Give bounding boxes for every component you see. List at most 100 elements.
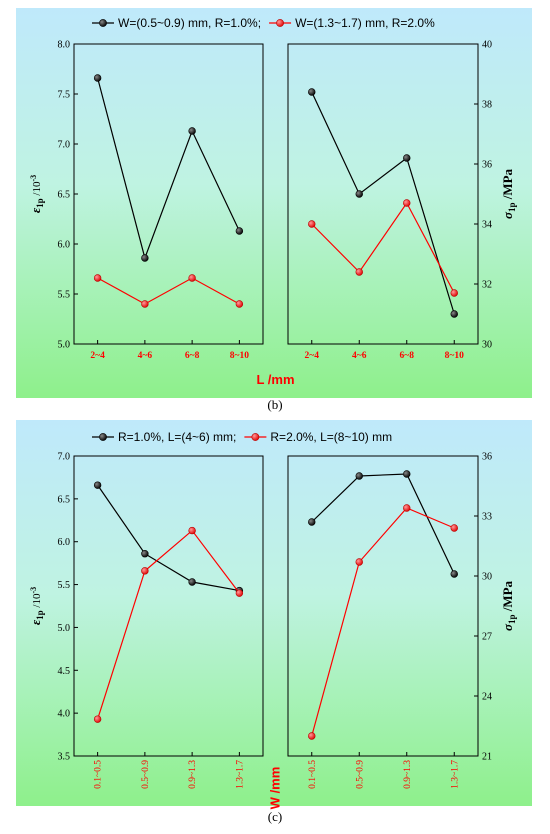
x-axis-label: W /mm [268, 767, 283, 810]
y-tick-label: 7.0 [58, 140, 71, 151]
left-panel: 5.0 5.5 6.0 6.5 7.0 7.5 8.0 2~4 4~6 6~8 8~10 ε1p /1… [28, 40, 264, 361]
data-point [188, 127, 196, 135]
plot-frame [287, 43, 479, 345]
y-tick-label: 3.5 [58, 752, 71, 763]
y-tick-label: 24 [482, 692, 492, 703]
right-panel: 30 32 34 36 38 40 2~4 4~6 6~8 8~10 σ1p /MPa [287, 40, 517, 361]
y-axis-label: σ1p /MPa [500, 168, 517, 219]
y-tick-label: 34 [482, 220, 492, 231]
x-tick-label: 0.5~0.9 [141, 760, 151, 789]
data-point [235, 589, 244, 597]
data-point [93, 715, 102, 723]
y-tick-label: 30 [482, 340, 492, 351]
x-tick-label: 6~8 [185, 351, 200, 361]
x-tick-label: 0.5~0.9 [355, 760, 365, 789]
data-point [403, 504, 411, 512]
data-point [93, 481, 102, 489]
data-point [235, 227, 244, 235]
data-point [355, 190, 363, 198]
legend-label: W=(0.5~0.9) mm, R=1.0%; [118, 16, 261, 30]
y-tick-label: 36 [482, 452, 492, 463]
x-tick-label: 1.3~1.7 [235, 760, 245, 789]
data-point [403, 199, 411, 207]
x-tick-label: 2~4 [305, 351, 320, 361]
y-tick-label: 6.5 [58, 190, 71, 201]
data-point [188, 578, 196, 586]
y-axis-label: ε1p /10-3 [28, 587, 45, 625]
x-tick-label: 1.3~1.7 [450, 760, 460, 789]
y-tick-label: 36 [482, 160, 492, 171]
y-tick-label: 5.5 [58, 290, 71, 301]
y-tick-label: 30 [482, 572, 492, 583]
chart-background [16, 8, 532, 398]
series-line [311, 507, 455, 737]
y-tick-label: 32 [482, 280, 492, 291]
x-tick-label: 2~4 [90, 351, 105, 361]
chart-b: W=(0.5~0.9) mm, R=1.0%; W=(1.3~1.7) mm, R… [28, 16, 517, 361]
x-tick-label: 0.1~0.5 [308, 760, 318, 789]
data-point [308, 220, 316, 228]
y-tick-label: 40 [482, 40, 492, 51]
data-point [403, 470, 411, 478]
series-line [97, 529, 240, 720]
x-axis-label: L /mm [256, 372, 294, 387]
data-point [93, 74, 102, 82]
legend: R=1.0%, L=(4~6) mm; R=2.0%, L=(8~10) mm [92, 430, 392, 444]
data-point [308, 518, 316, 526]
y-tick-label: 6.0 [58, 240, 71, 251]
chart-background [16, 420, 532, 806]
plot-frame [73, 455, 264, 757]
legend: W=(0.5~0.9) mm, R=1.0%; W=(1.3~1.7) mm, R… [92, 16, 435, 30]
legend-label: R=2.0%, L=(8~10) mm [270, 430, 392, 444]
data-point [235, 300, 244, 308]
left-panel: 3.5 4.0 4.5 5.0 5.5 6.0 6.5 7.0 0.1~0.5 0.5~0.9 0.… [28, 452, 264, 789]
series-line [97, 77, 240, 260]
data-point [188, 526, 196, 535]
x-tick-label: 6~8 [400, 351, 415, 361]
data-point [93, 274, 102, 282]
data-point [188, 274, 196, 282]
data-point [355, 268, 363, 276]
plot-frame [287, 455, 479, 757]
x-tick-label: 8~10 [445, 351, 464, 361]
y-tick-label: 8.0 [58, 40, 71, 51]
x-tick-label: 4~6 [352, 351, 367, 361]
y-tick-label: 4.5 [58, 666, 71, 677]
series-line [311, 91, 455, 315]
y-tick-label: 7.5 [58, 90, 71, 101]
data-point [355, 472, 363, 480]
y-tick-label: 21 [482, 752, 492, 763]
series-line [97, 277, 240, 305]
y-tick-label: 6.5 [58, 494, 71, 505]
y-tick-label: 4.0 [58, 709, 71, 720]
data-point [141, 254, 149, 262]
data-point [141, 550, 149, 558]
y-tick-label: 7.0 [58, 452, 71, 463]
data-point [450, 570, 458, 578]
y-tick-label: 5.5 [58, 580, 71, 591]
data-point [355, 558, 363, 566]
data-point [450, 310, 458, 318]
x-tick-label: 0.9~1.3 [403, 760, 413, 789]
figure-caption: (b) [267, 397, 282, 412]
data-point [141, 567, 149, 575]
x-tick-label: 0.9~1.3 [188, 760, 198, 789]
figure-caption: (c) [268, 809, 282, 824]
chart-c: R=1.0%, L=(4~6) mm; R=2.0%, L=(8~10) mm 3.… [28, 430, 517, 789]
y-tick-label: 38 [482, 100, 492, 111]
legend-marker [99, 19, 107, 27]
right-panel: 21 24 27 30 33 36 0.1~0.5 0.5~0.9 0.9~1.3 1.3~1.7… [287, 452, 517, 789]
legend-marker [251, 433, 260, 441]
legend-marker [276, 19, 284, 27]
legend-label: W=(1.3~1.7) mm, R=2.0% [295, 16, 435, 30]
data-point [450, 524, 458, 532]
y-axis-label: ε1p /10-3 [28, 175, 45, 213]
y-tick-label: 5.0 [58, 623, 71, 634]
legend-marker [99, 433, 107, 441]
y-tick-label: 33 [482, 512, 492, 523]
y-tick-label: 5.0 [58, 340, 71, 351]
x-tick-label: 0.1~0.5 [94, 760, 104, 789]
x-tick-label: 4~6 [138, 351, 153, 361]
data-point [450, 289, 458, 297]
